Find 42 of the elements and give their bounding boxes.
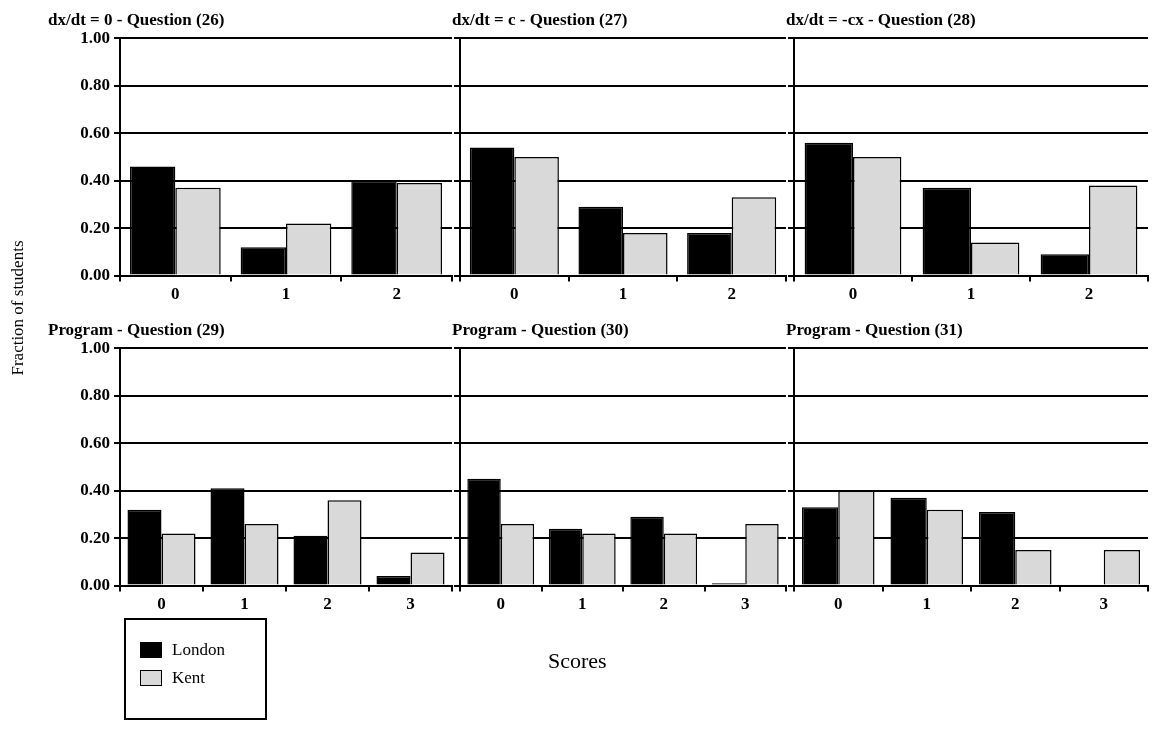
chart-title: dx/dt = 0 - Question (26) [48, 9, 225, 29]
y-tick-label: 0.00 [80, 264, 110, 284]
x-tick-label: 2 [727, 284, 736, 304]
x-axis-title: Scores [548, 648, 607, 674]
x-tick-label: 3 [406, 594, 415, 614]
legend-label: Kent [172, 668, 206, 688]
x-tick-label: 1 [281, 284, 291, 304]
x-tick-label: 2 [659, 594, 668, 614]
y-tick-label: 0.40 [80, 480, 110, 500]
x-tick-label: 1 [618, 284, 628, 304]
y-tick-label: 0.20 [80, 217, 110, 237]
x-tick-label: 1 [578, 594, 587, 614]
x-tick-label: 0 [510, 284, 519, 304]
x-tick-label: 2 [323, 594, 332, 614]
x-tick-label: 1 [240, 594, 249, 614]
x-tick-label: 1 [922, 594, 931, 614]
x-tick-label: 0 [834, 594, 843, 614]
x-tick-label: 2 [392, 284, 401, 304]
x-tick-label: 0 [157, 594, 166, 614]
y-tick-label: 1.00 [80, 27, 110, 47]
x-tick-label: 3 [1099, 594, 1108, 614]
y-tick-label: 0.80 [80, 385, 110, 405]
y-tick-label: 0.00 [80, 574, 110, 594]
x-tick-label: 2 [1011, 594, 1020, 614]
y-tick-label: 0.60 [80, 122, 110, 142]
x-tick-label: 0 [848, 284, 858, 304]
x-tick-label: 0 [171, 284, 180, 304]
x-tick-label: 0 [496, 594, 505, 614]
y-tick-label: 0.60 [80, 432, 110, 452]
legend-label: London [172, 640, 225, 660]
chart-title: dx/dt = c - Question (27) [452, 9, 628, 29]
chart-title: Program - Question (29) [48, 319, 225, 339]
chart-title: Program - Question (31) [786, 319, 963, 339]
x-tick-label: 1 [966, 284, 976, 304]
chart-title: dx/dt = -cx - Question (28) [786, 9, 976, 29]
x-tick-label: 3 [741, 594, 750, 614]
chart-title: Program - Question (30) [452, 319, 629, 339]
y-tick-label: 0.80 [80, 75, 110, 95]
y-axis-title: Fraction of students [8, 239, 28, 378]
y-tick-label: 0.20 [80, 527, 110, 547]
y-tick-label: 0.40 [80, 170, 110, 190]
x-tick-label: 2 [1084, 284, 1094, 304]
